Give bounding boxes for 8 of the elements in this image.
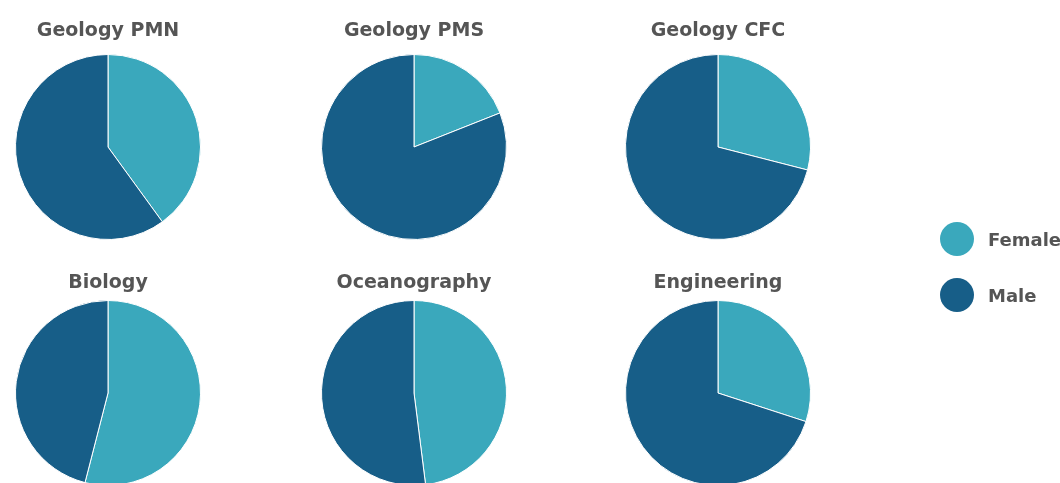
chart-title: Oceanography (335, 270, 493, 294)
chart-title: Geology PMN (35, 18, 181, 42)
chart-title: Engineering (652, 270, 784, 294)
legend-label: Male (988, 284, 1037, 306)
chart-title: Biology (67, 270, 149, 294)
chart-title: Geology CFC (649, 18, 787, 42)
legend-label: Female (988, 228, 1060, 250)
chart-title: Geology PMS (342, 18, 486, 42)
